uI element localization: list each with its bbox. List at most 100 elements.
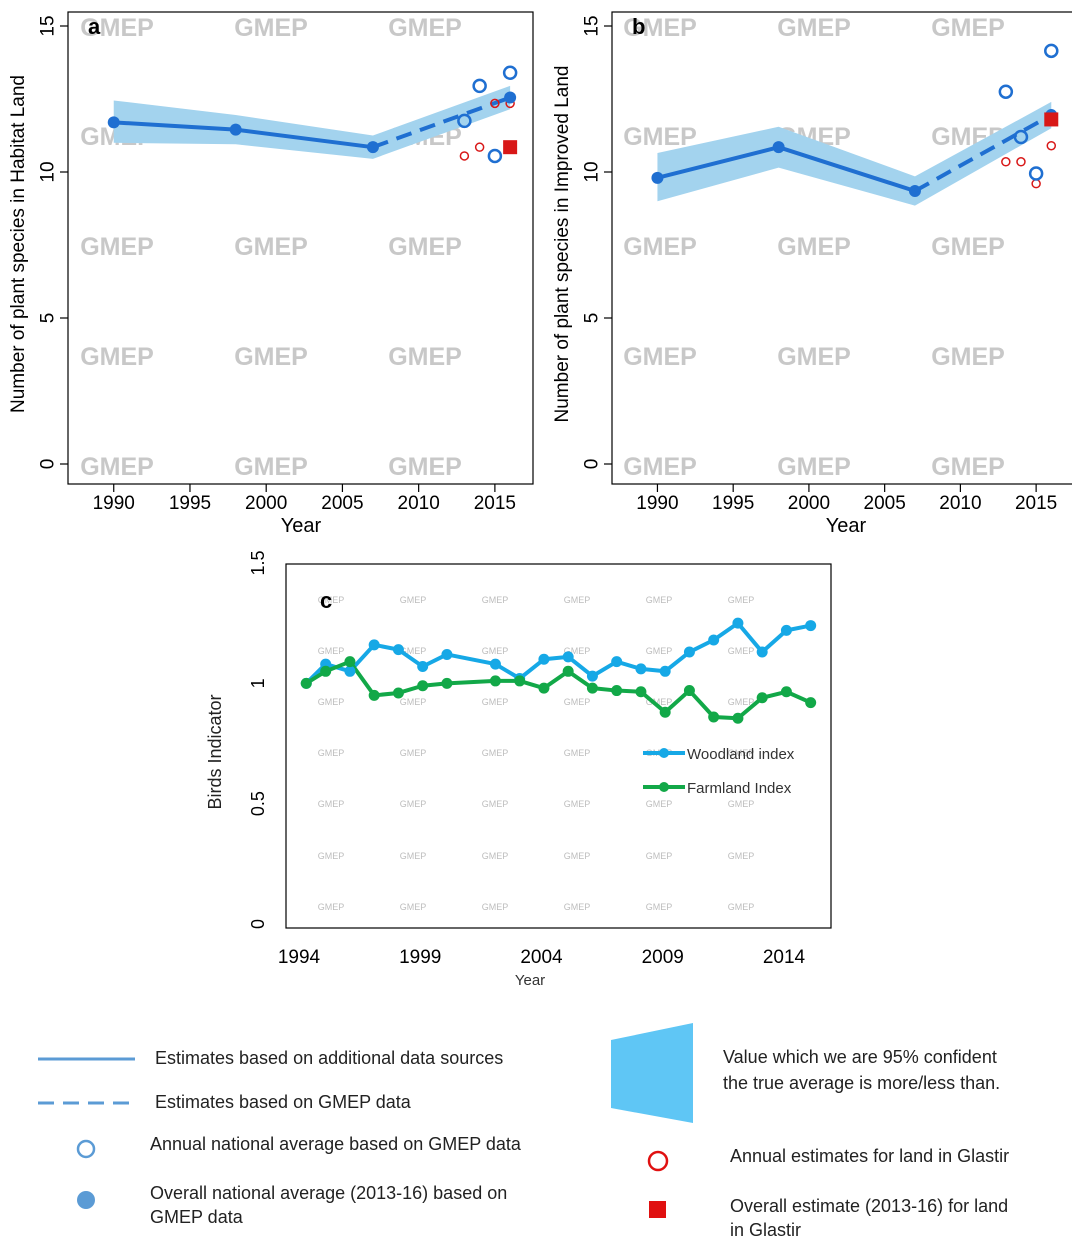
- panel-c-farmland-point: [756, 692, 768, 704]
- panel-b-confidence-band: [657, 101, 1052, 206]
- panel-b-x-tick-label: 1990: [636, 493, 678, 514]
- panel-c-watermark: GMEP: [318, 697, 345, 707]
- key-symbols: [38, 1023, 693, 1218]
- panel-c-woodland-point: [708, 634, 720, 646]
- panel-c-watermark: GMEP: [318, 851, 345, 861]
- panel-a-glastir-overall-point: [503, 140, 518, 155]
- panel-c-y-tick-label: 0.5: [248, 791, 268, 816]
- panel-b-estimate-point: [651, 171, 664, 184]
- panel-a-watermark: GMEP: [388, 14, 462, 42]
- panel-c-watermark: GMEP: [564, 851, 591, 861]
- panel-a-watermark: GMEP: [234, 233, 308, 261]
- panel-c-watermark: GMEP: [318, 799, 345, 809]
- panel-c-watermark: GMEP: [564, 646, 591, 656]
- panel-a-estimate-point: [229, 123, 242, 136]
- panel-c-legend-farmland-marker: [659, 782, 669, 792]
- panel-b-watermark: GMEP: [777, 453, 851, 481]
- panel-c-watermark: GMEP: [564, 748, 591, 758]
- panel-c-watermark: GMEP: [482, 851, 509, 861]
- panel-b-y-tick-label: 5: [582, 313, 603, 324]
- key-red-square-symbol: [649, 1201, 666, 1218]
- panel-b-gmep-annual-point: [1013, 129, 1029, 145]
- panel-b-x-tick-label: 2010: [939, 493, 981, 514]
- panel-a-gmep-annual-point: [472, 78, 487, 94]
- panel-c-watermark: GMEP: [318, 646, 345, 656]
- panel-b-glastir-annual-point: [1046, 140, 1057, 151]
- panel-a-watermark: GMEP: [234, 453, 308, 481]
- key-solid-line-text: Estimates based on additional data sourc…: [155, 1048, 503, 1068]
- panel-a-watermark: GMEP: [388, 343, 462, 371]
- key-open-circle-symbol: [76, 1139, 96, 1159]
- panel-c-y-tick-label: 1: [248, 678, 268, 688]
- panel-b-glastir-annual-point: [1001, 157, 1011, 167]
- panel-c-farmland-point: [659, 706, 671, 718]
- panel-c-woodland-point: [780, 624, 792, 636]
- panel-c-farmland-point: [708, 711, 720, 723]
- panel-c-watermark: GMEP: [646, 851, 673, 861]
- panel-a-y-axis-title: Number of plant species in Habitat Land: [8, 75, 29, 413]
- panel-b-watermark: GMEP: [931, 343, 1005, 371]
- panel-c-watermark: GMEP: [400, 646, 427, 656]
- panel-b-label: b: [632, 14, 645, 39]
- panel-a-watermark: GMEP: [388, 453, 462, 481]
- panel-c-watermark: GMEP: [482, 697, 509, 707]
- panel-b-glastir-annual-point: [1016, 157, 1026, 167]
- panel-c-watermark: GMEP: [728, 748, 755, 758]
- panel-a-y-tick-label: 5: [38, 313, 59, 324]
- panel-c-watermark: GMEP: [564, 595, 591, 605]
- panel-c-x-tick-label: 1994: [278, 947, 321, 968]
- panel-b-watermark: GMEP: [623, 233, 697, 261]
- panel-b-x-tick-label: 1995: [712, 493, 754, 514]
- panel-b-plot-frame: [611, 11, 1072, 485]
- panel-c-farmland-point: [417, 680, 429, 692]
- panel-a-y-tick-label: 0: [38, 459, 59, 470]
- key-red-circle-symbol: [647, 1150, 669, 1172]
- panel-c-watermark: GMEP: [400, 595, 427, 605]
- panel-c-x-axis-title: Year: [515, 972, 545, 989]
- panel-c-watermark: GMEP: [318, 595, 345, 605]
- panel-b-y-axis-title: Number of plant species in Improved Land: [552, 66, 573, 423]
- panel-c-woodland-point: [756, 646, 768, 658]
- panel-c-woodland-point: [344, 665, 356, 677]
- panel-c-farmland-point: [562, 665, 574, 677]
- panel-c-watermark: GMEP: [482, 646, 509, 656]
- panel-c-farmland-point: [586, 682, 598, 694]
- panel-c-plot-frame: [285, 563, 832, 929]
- panel-b-x-tick-label: 2005: [864, 493, 906, 514]
- panel-c-watermark: GMEP: [482, 595, 509, 605]
- panel-c-woodland-point: [659, 665, 671, 677]
- panel-b-watermark: GMEP: [623, 123, 697, 151]
- panel-b-watermark: GMEP: [777, 233, 851, 261]
- panel-c-legend-woodland-marker: [659, 748, 669, 758]
- panel-c-y-tick-label: 0: [248, 919, 268, 929]
- panel-c-watermark: GMEP: [646, 595, 673, 605]
- key-red-square-text-line-2: in Glastir: [730, 1220, 801, 1240]
- panel-a-estimate-point: [107, 116, 120, 129]
- panel-c-woodland-point: [635, 663, 647, 675]
- panel-a-y-tick-label: 15: [38, 15, 59, 36]
- panel-c-watermark: GMEP: [564, 799, 591, 809]
- panel-c-farmland-point: [489, 675, 501, 687]
- panel-a-watermark: GMEP: [80, 14, 154, 42]
- panel-b-watermark: GMEP: [777, 343, 851, 371]
- panel-a-watermark: GMEP: [80, 453, 154, 481]
- panel-b-watermark: GMEP: [777, 14, 851, 42]
- panel-c-watermark: GMEP: [728, 799, 755, 809]
- panel-a-watermark: GMEP: [234, 343, 308, 371]
- panel-a-glastir-annual-point: [459, 151, 470, 161]
- panel-c-woodland-point: [805, 620, 817, 632]
- panel-c-woodland-point: [441, 648, 453, 660]
- panel-c-watermark: GMEP: [728, 851, 755, 861]
- panel-a-confidence-band: [113, 85, 511, 159]
- panel-a-x-tick-label: 2000: [245, 493, 287, 514]
- panel-c-woodland-point: [732, 617, 744, 629]
- panel-c-farmland-point: [611, 685, 623, 697]
- panel-b-glastir-overall-point: [1044, 112, 1059, 127]
- panel-c-watermark: GMEP: [482, 902, 509, 912]
- panel-c-farmland-line: [305, 659, 812, 721]
- panel-b-gmep-annual-point: [1028, 166, 1044, 181]
- panel-a-plot-frame: [67, 11, 534, 485]
- panel-c-legend-woodland-label: Woodland index: [687, 746, 795, 763]
- panel-c-watermark: GMEP: [728, 595, 755, 605]
